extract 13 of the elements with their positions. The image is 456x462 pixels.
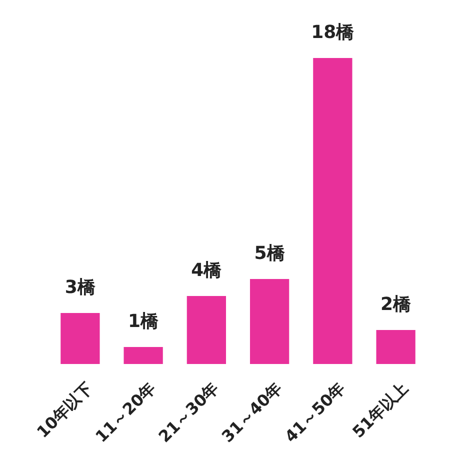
- bar: [60, 313, 100, 364]
- bar: [376, 330, 416, 364]
- data-label: 18橋: [311, 22, 356, 43]
- data-label: 2橋: [380, 294, 412, 315]
- data-label: 5橋: [254, 243, 286, 264]
- bar: [186, 296, 226, 364]
- data-label: 4橋: [191, 260, 223, 281]
- data-label: 1橋: [128, 311, 160, 332]
- data-label: 3橋: [64, 277, 96, 298]
- bar: [250, 279, 290, 364]
- x-tick-label: 51年以上: [348, 378, 412, 442]
- bar: [313, 58, 352, 364]
- bar: [124, 347, 163, 364]
